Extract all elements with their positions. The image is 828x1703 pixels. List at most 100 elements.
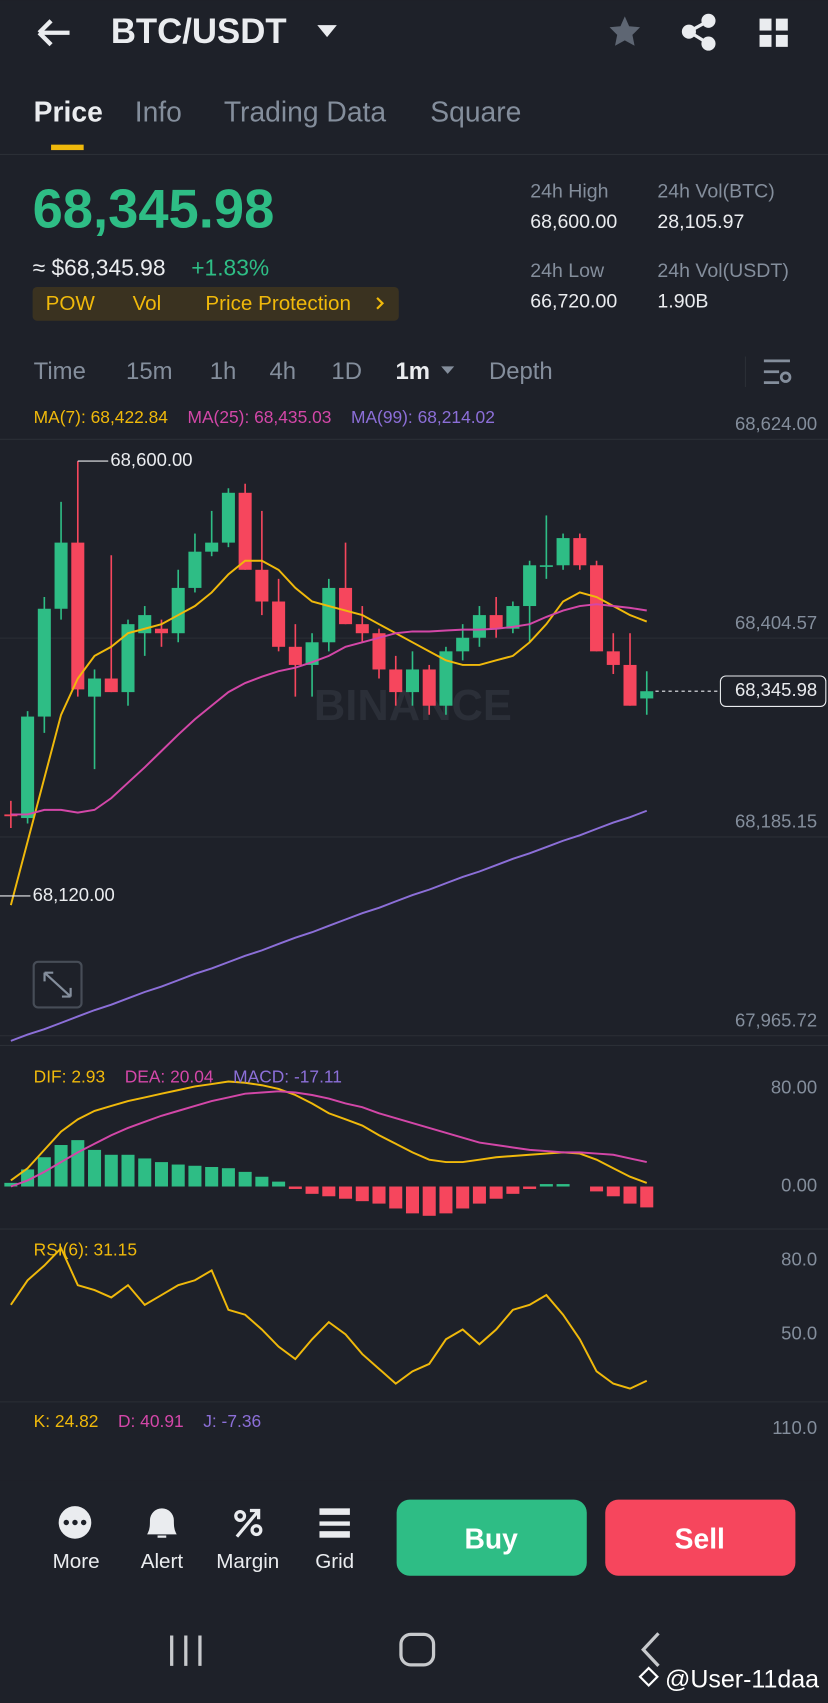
candle-body xyxy=(121,624,135,693)
interval[interactable]: 1D xyxy=(331,358,362,385)
sell-button[interactable] xyxy=(605,1499,796,1576)
action-label[interactable]: Grid xyxy=(315,1550,354,1573)
macd-bar xyxy=(221,1168,235,1187)
tab[interactable]: Price xyxy=(34,96,103,128)
action-label[interactable]: Alert xyxy=(141,1550,184,1573)
y-tick-label: 80.0 xyxy=(781,1248,817,1269)
tag-bar xyxy=(32,287,399,321)
macd-bar xyxy=(456,1186,470,1209)
macd-bar xyxy=(4,1182,18,1187)
annotation-label: 68,600.00 xyxy=(110,449,192,470)
nav-home[interactable] xyxy=(399,1632,436,1667)
last-price-box xyxy=(719,675,827,707)
y-tick-label: 68,185.15 xyxy=(735,811,817,832)
candle-body xyxy=(472,615,486,638)
stat-value: 1.90B xyxy=(657,290,708,312)
tab[interactable]: Square xyxy=(430,96,521,128)
back-button[interactable] xyxy=(37,19,70,47)
candle-body xyxy=(623,664,637,706)
candle-body xyxy=(221,492,235,543)
buy-button[interactable] xyxy=(396,1499,587,1576)
macd-bar xyxy=(640,1186,654,1208)
stat-label: 24h High xyxy=(530,181,608,203)
nav-back[interactable] xyxy=(641,1632,660,1668)
candle-body xyxy=(573,538,587,566)
legend-entry: MA(99): 68,214.02 xyxy=(351,407,495,427)
macd-bar xyxy=(104,1154,118,1187)
tag[interactable]: POW xyxy=(46,292,96,315)
macd-bar xyxy=(523,1186,537,1189)
legend-entry: K: 24.82 xyxy=(34,1411,99,1431)
macd-bar xyxy=(272,1181,286,1187)
candle-body xyxy=(305,642,319,665)
macd-bar xyxy=(372,1186,386,1204)
interval[interactable]: Time xyxy=(34,358,86,385)
macd-bar xyxy=(121,1154,135,1187)
macd-bar xyxy=(305,1186,319,1194)
candle-body xyxy=(640,691,654,699)
macd-bar xyxy=(322,1186,336,1197)
grid-icon[interactable] xyxy=(319,1508,350,1538)
action-label[interactable]: More xyxy=(53,1550,100,1573)
candle-body xyxy=(188,551,202,588)
favorite-icon[interactable] xyxy=(609,16,641,46)
candle-body xyxy=(355,624,369,634)
candle-body xyxy=(21,716,35,819)
y-tick-label: 68,404.57 xyxy=(735,612,817,633)
macd-bar xyxy=(606,1186,620,1197)
tag-arrow xyxy=(376,297,385,310)
macd-bar xyxy=(389,1186,403,1209)
macd-bar xyxy=(54,1145,68,1187)
pair-title[interactable]: BTC/USDT xyxy=(111,13,287,51)
candle-body xyxy=(238,492,252,570)
margin-icon[interactable] xyxy=(234,1508,263,1538)
pair-dropdown[interactable] xyxy=(317,25,337,38)
indicator-line xyxy=(10,1080,648,1184)
indicator-line xyxy=(10,1246,648,1390)
interval[interactable]: 4h xyxy=(269,358,296,385)
tab[interactable]: Trading Data xyxy=(224,96,387,128)
macd-bar xyxy=(154,1162,168,1187)
tag[interactable]: Price Protection xyxy=(205,292,351,315)
menu-icon[interactable] xyxy=(759,18,788,47)
sell-label[interactable]: Sell xyxy=(675,1522,725,1554)
macd-bar xyxy=(238,1171,252,1187)
share-icon[interactable] xyxy=(681,13,716,51)
fullscreen-button[interactable] xyxy=(32,960,83,1009)
settings-icon[interactable] xyxy=(763,359,792,384)
nav-recents[interactable] xyxy=(170,1635,202,1666)
candle-body xyxy=(590,565,604,652)
y-tick-label: 80.00 xyxy=(771,1077,817,1098)
macd-bar xyxy=(489,1186,503,1199)
macd-bar xyxy=(88,1149,102,1187)
candle-body xyxy=(405,669,419,693)
candle-body xyxy=(322,587,336,643)
interval[interactable]: 15m xyxy=(126,358,172,385)
macd-bar xyxy=(556,1184,570,1187)
stat-value: 66,720.00 xyxy=(530,290,617,312)
interval[interactable]: 1m xyxy=(396,358,431,385)
indicator-line xyxy=(9,559,648,906)
candle-body xyxy=(37,608,51,717)
macd-bar xyxy=(288,1186,302,1189)
candle-body xyxy=(506,606,520,629)
y-tick-label: 67,965.72 xyxy=(735,1009,817,1030)
alert-icon[interactable] xyxy=(147,1508,177,1538)
candle-body xyxy=(389,669,403,693)
legend-entry: J: -7.36 xyxy=(203,1411,261,1431)
interval-dropdown[interactable] xyxy=(441,366,455,374)
interval[interactable]: 1h xyxy=(210,358,237,385)
interval[interactable]: Depth xyxy=(489,358,553,385)
action-label[interactable]: Margin xyxy=(216,1550,279,1573)
charts: 68,624.0068,404.5768,185.1567,965.72BINA… xyxy=(0,407,828,1438)
candle-body xyxy=(439,651,453,706)
buy-label[interactable]: Buy xyxy=(464,1522,518,1554)
tag[interactable]: Vol xyxy=(133,292,162,315)
tab[interactable]: Info xyxy=(135,96,182,128)
macd-bar xyxy=(188,1165,202,1187)
legend-entry: DIF: 2.93 xyxy=(34,1067,105,1087)
macd-bar xyxy=(355,1186,369,1202)
stat-label: 24h Vol(BTC) xyxy=(657,181,774,203)
candle-body xyxy=(171,587,185,634)
